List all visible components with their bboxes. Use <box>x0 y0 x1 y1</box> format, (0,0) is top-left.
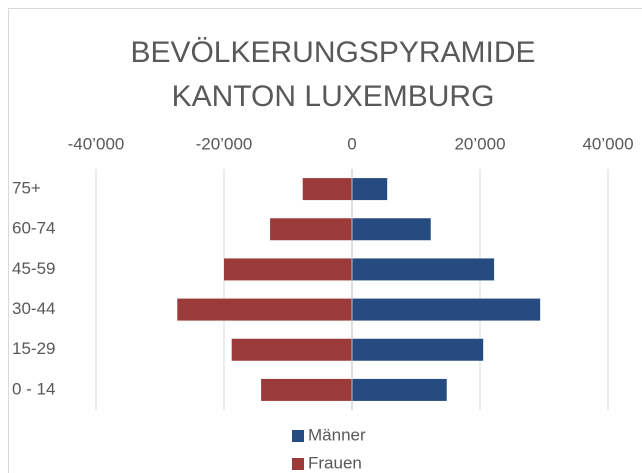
x-tick-label: 20’000 <box>454 134 505 153</box>
bar <box>352 378 447 401</box>
x-tick-label: 0 <box>347 134 356 153</box>
x-tick-label: -20’000 <box>196 134 253 153</box>
chart-title: KANTON LUXEMBURG <box>172 80 495 113</box>
bar <box>231 338 352 361</box>
bar <box>352 298 541 321</box>
y-tick-label: 0 - 14 <box>12 379 55 398</box>
bar <box>352 218 431 241</box>
y-tick-label: 30-44 <box>12 299 55 318</box>
bar <box>352 258 495 281</box>
bar <box>352 338 484 361</box>
y-tick-label: 75+ <box>12 179 41 198</box>
bar <box>224 258 352 281</box>
chart-title: BEVÖLKERUNGSPYRAMIDE <box>130 36 535 69</box>
bar <box>270 218 352 241</box>
legend-swatch <box>292 430 304 442</box>
bar <box>302 178 352 201</box>
chart-frame <box>8 8 642 473</box>
bar <box>261 378 352 401</box>
legend-label: Frauen <box>308 453 362 472</box>
bar <box>352 178 388 201</box>
x-tick-label: -40’000 <box>68 134 125 153</box>
x-tick-label: 40’000 <box>582 134 633 153</box>
y-tick-label: 60-74 <box>12 219 55 238</box>
legend-swatch <box>292 458 304 470</box>
y-tick-label: 45-59 <box>12 259 55 278</box>
y-tick-label: 15-29 <box>12 339 55 358</box>
bar <box>177 298 352 321</box>
legend-label: Männer <box>308 425 366 444</box>
